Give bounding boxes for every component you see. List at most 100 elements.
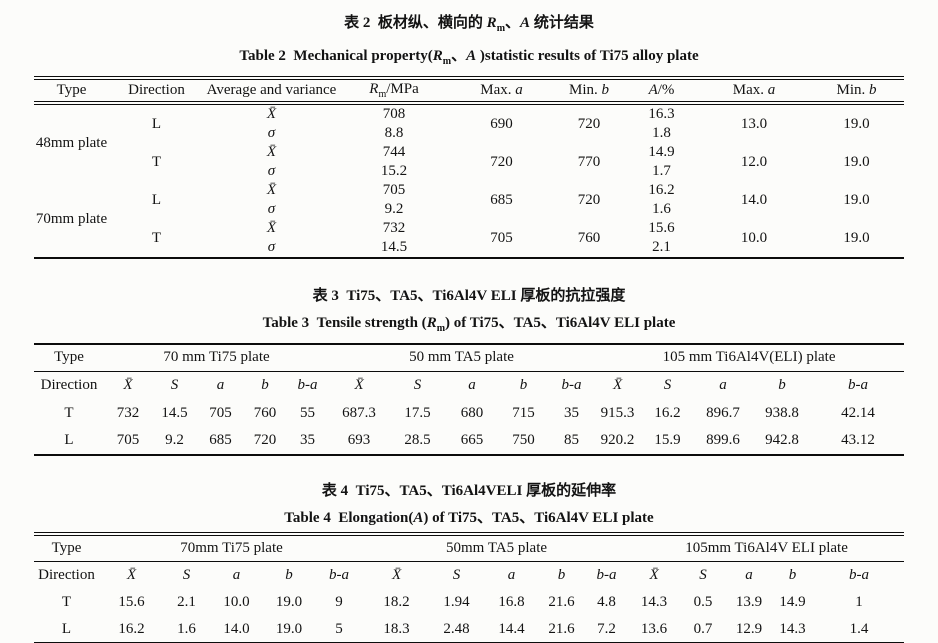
col-max-a: Max. a bbox=[449, 78, 554, 105]
table-2: Type Direction Average and variance Rm/M… bbox=[34, 76, 904, 259]
subcol-a: a bbox=[719, 376, 727, 393]
col-max-a-2: Max. a bbox=[699, 78, 809, 105]
value-cell: 18.2 bbox=[383, 594, 410, 610]
value-cell: 896.7 bbox=[706, 404, 740, 421]
table2-caption-zh: 表 2 板材纵、横向的 Rm、A 统计结果 bbox=[344, 15, 594, 34]
value-cell: 1 bbox=[855, 594, 863, 610]
table4-caption-zh: 表 4 Ti75、TA5、Ti6Al4VELI 厚板的延伸率 bbox=[321, 483, 617, 499]
subcol-a: a bbox=[216, 376, 225, 393]
value-cell: 10.0 bbox=[223, 594, 250, 610]
value-cell: 705 bbox=[209, 404, 232, 421]
col-direction: Direction bbox=[38, 566, 95, 583]
value-cell: 720 bbox=[577, 115, 601, 132]
group-header-ti6al4v: 105mm Ti6Al4V ELI plate bbox=[629, 534, 905, 562]
value-cell: 85 bbox=[564, 432, 580, 448]
value-cell: 708 bbox=[382, 106, 406, 122]
value-cell: 5 bbox=[335, 620, 343, 637]
table-4: Type 70mm Ti75 plate 50mm TA5 plate 105m… bbox=[34, 532, 905, 643]
plate-type-cell: 70mm plate bbox=[35, 211, 108, 227]
subcol-s: S bbox=[182, 566, 191, 583]
subcol-xbar: X̄ bbox=[354, 376, 364, 393]
table-row: σ 9.2 1.6 bbox=[34, 200, 904, 219]
direction-cell: L bbox=[151, 191, 162, 208]
value-cell: 15.2 bbox=[380, 163, 408, 179]
value-cell: 680 bbox=[460, 404, 484, 421]
value-cell: 7.2 bbox=[597, 620, 616, 637]
value-cell: 720 bbox=[577, 191, 601, 208]
table-row: 70mm plate L X̄ 705 685 720 16.2 14.0 19… bbox=[34, 181, 904, 227]
group-header-ti6al4v: 105 mm Ti6Al4V(ELI) plate bbox=[594, 344, 905, 372]
table3-caption-zh: 表 3 Ti75、TA5、Ti6Al4V ELI 厚板的抗拉强度 bbox=[312, 288, 626, 304]
plate-type-cell: 48mm plate bbox=[35, 135, 108, 151]
value-cell: 13.0 bbox=[740, 115, 768, 132]
value-cell: 693 bbox=[347, 432, 371, 448]
subcol-a: a bbox=[232, 566, 241, 583]
subcol-s: S bbox=[452, 566, 461, 583]
value-cell: 13.9 bbox=[735, 594, 763, 610]
col-type: Type bbox=[34, 534, 99, 562]
value-cell: 14.3 bbox=[779, 620, 806, 637]
value-cell: 35 bbox=[300, 432, 316, 448]
value-cell: 9 bbox=[335, 594, 343, 610]
subcol-b-minus-a: b-a bbox=[596, 566, 617, 583]
value-cell: 9.2 bbox=[384, 201, 404, 217]
value-cell: 43.12 bbox=[841, 432, 875, 448]
table-row: T X̄ 732 705 760 15.6 10.0 19.0 bbox=[34, 219, 904, 246]
value-cell: 15.6 bbox=[648, 220, 675, 236]
direction-cell: L bbox=[151, 115, 162, 132]
stat-label-cell: σ bbox=[267, 163, 276, 179]
value-cell: 1.94 bbox=[443, 594, 470, 610]
stat-label-cell: X̄ bbox=[266, 106, 277, 122]
value-cell: 1.8 bbox=[652, 125, 671, 141]
value-cell: 14.9 bbox=[648, 144, 675, 160]
subcol-b: b bbox=[285, 566, 293, 583]
value-cell: 0.5 bbox=[693, 594, 713, 610]
subcol-b-minus-a: b-a bbox=[561, 376, 582, 393]
value-cell: 732 bbox=[116, 404, 140, 421]
subcol-b-minus-a: b-a bbox=[329, 566, 350, 583]
table-row: σ 8.8 1.8 bbox=[34, 124, 904, 143]
value-cell: 14.5 bbox=[380, 239, 408, 255]
col-type: Type bbox=[34, 78, 109, 105]
value-cell: 14.4 bbox=[498, 620, 525, 637]
value-cell: 1.6 bbox=[652, 201, 671, 217]
value-cell: 14.5 bbox=[161, 404, 188, 421]
value-cell: 8.8 bbox=[384, 125, 404, 141]
table3-caption-en: Table 3 Tensile strength (Rm) of Ti75、TA… bbox=[262, 315, 676, 334]
table4-caption-en: Table 4 Elongation(A) of Ti75、TA5、Ti6Al4… bbox=[284, 510, 654, 526]
value-cell: 14.0 bbox=[223, 620, 250, 637]
table-3: Type 70 mm Ti75 plate 50 mm TA5 plate 10… bbox=[34, 343, 905, 456]
value-cell: 942.8 bbox=[765, 432, 799, 448]
table-row: σ 15.2 1.7 bbox=[34, 162, 904, 181]
value-cell: 55 bbox=[300, 404, 316, 421]
stat-label-cell: X̄ bbox=[266, 220, 277, 236]
table-row: σ 14.5 2.1 bbox=[34, 238, 904, 258]
table-row: T 732 14.5 705 760 55 687.3 17.5 680 715… bbox=[34, 399, 904, 427]
subcol-a: a bbox=[468, 376, 476, 393]
value-cell: 21.6 bbox=[548, 620, 575, 637]
stat-label-cell: X̄ bbox=[266, 182, 277, 198]
table-row: T 15.6 2.1 10.0 19.0 9 18.2 1.94 16.8 21… bbox=[34, 589, 904, 616]
value-cell: 744 bbox=[382, 144, 406, 160]
col-min-b: Min. b bbox=[554, 78, 624, 105]
value-cell: 690 bbox=[490, 115, 513, 132]
subcol-xbar: X̄ bbox=[391, 566, 402, 583]
value-cell: 28.5 bbox=[404, 432, 431, 448]
table3-group-header-row: Type 70 mm Ti75 plate 50 mm TA5 plate 10… bbox=[34, 344, 905, 372]
value-cell: 18.3 bbox=[383, 620, 410, 637]
value-cell: 705 bbox=[382, 182, 406, 198]
subcol-b: b bbox=[557, 566, 566, 583]
value-cell: 750 bbox=[512, 432, 535, 448]
value-cell: 685 bbox=[490, 191, 513, 208]
value-cell: 715 bbox=[512, 404, 535, 421]
table2-caption-en: Table 2 Mechanical property(Rm、A )statis… bbox=[239, 48, 699, 67]
value-cell: 720 bbox=[490, 153, 513, 170]
value-cell: 2.1 bbox=[177, 594, 196, 610]
table-row: T X̄ 744 720 770 14.9 12.0 19.0 bbox=[34, 143, 904, 170]
value-cell: 14.3 bbox=[640, 594, 668, 610]
value-cell: 16.3 bbox=[648, 106, 675, 122]
value-cell: 21.6 bbox=[548, 594, 575, 610]
value-cell: 19.0 bbox=[843, 153, 870, 170]
value-cell: 12.0 bbox=[740, 153, 768, 170]
